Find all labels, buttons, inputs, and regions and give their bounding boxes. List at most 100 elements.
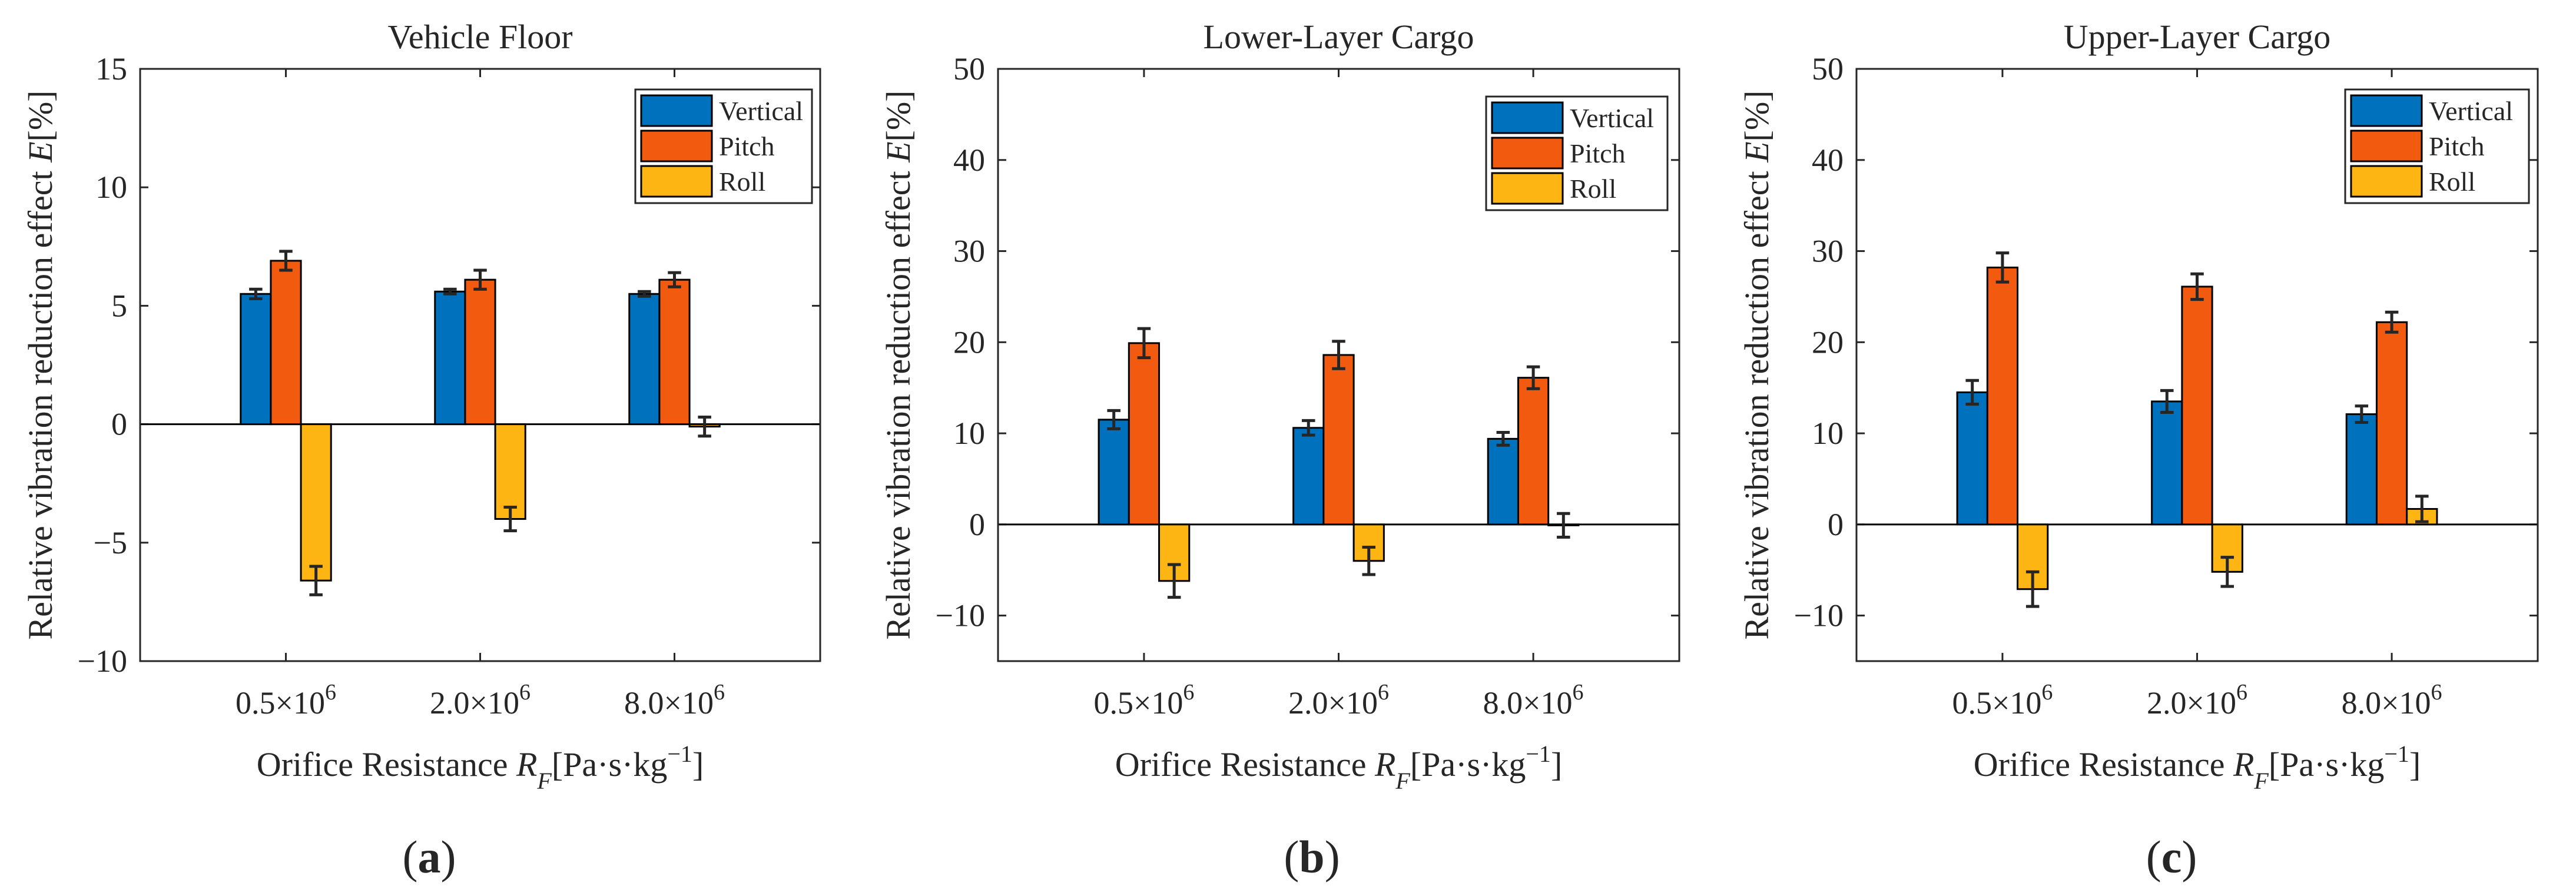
legend-swatch-vertical (1491, 101, 1564, 134)
bar-vertical-1 (240, 293, 272, 426)
x-tick-label: 0.5×106 (1093, 680, 1194, 721)
error-bar-vertical-1 (249, 287, 263, 300)
x-tick-label: 8.0×106 (1483, 680, 1584, 721)
bar-pitch-2 (1322, 354, 1355, 526)
legend-label-vertical: Vertical (1570, 103, 1654, 133)
error-bar-roll-3 (1557, 512, 1570, 539)
error-bar-vertical-3 (638, 290, 651, 298)
error-bar-pitch-3 (1526, 365, 1540, 390)
error-bar-roll-1 (2025, 570, 2040, 608)
chart-panel-2: −10 0 10 20 30 40 50 0.5×106 2.0×106 8.0×106 Lower… (879, 18, 1680, 882)
y-tick-label: 15 (95, 51, 127, 87)
bar-pitch-1 (1986, 266, 2019, 526)
y-tick-label: −5 (94, 525, 127, 560)
legend-label-pitch: Pitch (719, 131, 775, 161)
bar-vertical-3 (628, 293, 661, 426)
legend-label-pitch: Pitch (1570, 138, 1626, 168)
bar-pitch-2 (2181, 286, 2213, 526)
y-tick-label: 40 (953, 142, 985, 178)
legend-label-vertical: Vertical (2429, 96, 2513, 126)
error-bar-roll-2 (2220, 556, 2234, 588)
chart-panel-1: −10 −5 0 5 10 15 0.5×106 2.0×106 8.0×106 Vehicle … (21, 18, 821, 882)
y-tick-label: 40 (1812, 142, 1844, 178)
x-tick-label: 8.0×106 (2342, 680, 2442, 721)
legend: Vertical Pitch Roll (2344, 88, 2530, 204)
bar-vertical-1 (1956, 391, 1988, 526)
x-tick-label: 2.0×106 (430, 680, 531, 721)
legend-label-vertical: Vertical (719, 96, 803, 126)
bar-pitch-3 (1517, 377, 1550, 526)
error-bar-vertical-2 (443, 287, 457, 296)
legend: Vertical Pitch Roll (634, 88, 813, 204)
axes-box (1855, 68, 2539, 662)
bar-vertical-3 (2345, 413, 2378, 526)
y-tick-label: 0 (111, 407, 127, 442)
y-tick-label: 0 (969, 507, 985, 542)
legend-label-roll: Roll (2429, 167, 2475, 197)
y-tick-label: −10 (936, 598, 985, 633)
chart-title: Upper-Layer Cargo (2064, 18, 2331, 56)
error-bar-vertical-1 (1965, 379, 1979, 406)
error-bar-roll-2 (503, 505, 517, 533)
legend-swatch-pitch (1491, 137, 1564, 170)
x-axis-label: Orifice Resistance RF[Pa·s·kg−1] (1974, 741, 2421, 794)
error-bar-vertical-3 (2355, 404, 2369, 424)
x-tick-label: 8.0×106 (624, 680, 725, 721)
x-axis-label: Orifice Resistance RF[Pa·s·kg−1] (257, 741, 704, 794)
error-bar-roll-1 (1167, 563, 1181, 599)
bar-vertical-2 (2151, 400, 2183, 526)
bar-pitch-3 (2375, 321, 2408, 526)
error-bar-roll-3 (2415, 495, 2429, 523)
axes-box (139, 68, 821, 662)
legend-swatch-roll (640, 165, 713, 198)
x-axis-label: Orifice Resistance RF[Pa·s·kg−1] (1115, 741, 1563, 794)
legend-swatch-vertical (640, 94, 713, 127)
error-bar-vertical-3 (1496, 431, 1510, 447)
legend-swatch-vertical (2350, 94, 2423, 127)
error-bar-pitch-3 (668, 271, 681, 288)
legend-swatch-roll (2350, 165, 2423, 198)
bar-roll-2 (494, 423, 526, 520)
panel-label: (c) (2146, 831, 2197, 882)
bar-vertical-2 (1292, 427, 1325, 526)
legend-label-roll: Roll (719, 167, 765, 197)
error-bar-pitch-2 (1332, 340, 1345, 370)
legend-label-roll: Roll (1570, 174, 1616, 204)
error-bar-pitch-3 (2385, 310, 2399, 334)
legend-swatch-roll (1491, 172, 1564, 205)
y-tick-label: 0 (1828, 507, 1844, 542)
legend-swatch-pitch (2350, 130, 2423, 162)
error-bar-pitch-2 (2190, 272, 2204, 301)
y-tick-label: 10 (953, 416, 985, 451)
legend: Vertical Pitch Roll (1485, 95, 1669, 211)
bar-pitch-3 (658, 278, 691, 426)
x-tick-label: 2.0×106 (2147, 680, 2247, 721)
y-axis-label: Relative vibration reduction effect E[%] (1738, 90, 1776, 639)
error-bar-pitch-1 (1137, 327, 1151, 360)
y-tick-label: 30 (953, 234, 985, 269)
error-bar-pitch-2 (473, 268, 487, 291)
bar-roll-1 (300, 423, 332, 582)
x-tick-label: 2.0×106 (1288, 680, 1389, 721)
y-tick-label: 50 (953, 51, 985, 87)
bar-pitch-1 (270, 260, 302, 426)
error-bar-pitch-1 (1995, 251, 2010, 284)
y-tick-label: 50 (1812, 51, 1844, 87)
error-bar-vertical-2 (1301, 419, 1315, 437)
legend-swatch-pitch (640, 130, 713, 162)
error-bar-roll-3 (698, 416, 711, 438)
axes-box (997, 68, 1680, 662)
bar-vertical-3 (1487, 437, 1519, 526)
error-bar-roll-2 (1362, 546, 1376, 576)
error-bar-roll-1 (309, 565, 323, 596)
panel-label: (b) (1284, 831, 1340, 882)
panel-label: (a) (403, 831, 456, 882)
y-tick-label: 5 (111, 288, 127, 323)
x-tick-label: 0.5×106 (236, 680, 336, 721)
error-bar-vertical-1 (1107, 409, 1120, 430)
bar-pitch-2 (464, 278, 496, 426)
legend-label-pitch: Pitch (2429, 131, 2485, 161)
y-tick-label: −10 (1794, 598, 1844, 633)
bar-vertical-2 (434, 290, 466, 426)
